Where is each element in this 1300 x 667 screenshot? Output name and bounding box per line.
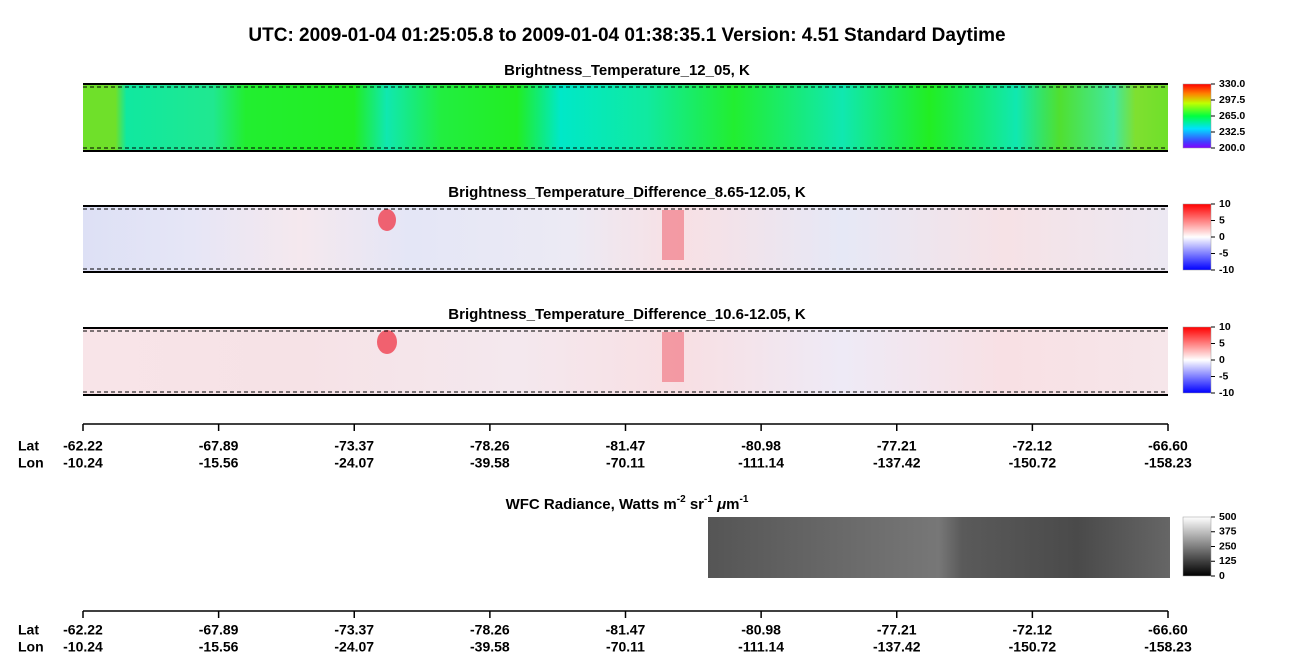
colorbar [1182,83,1212,149]
colorbar-tick-label: 232.5 [1219,126,1245,138]
colorbar-tick-label: 0 [1219,231,1225,243]
colorbar-tick-label: -10 [1219,387,1234,399]
image-strip [83,206,1168,272]
lat-label: -67.89 [199,622,239,638]
lon-label: -24.07 [334,639,374,655]
colorbar-tick-label: 10 [1219,321,1231,333]
lat-label: -66.60 [1148,438,1188,454]
axis-row-label: Lon [18,639,44,655]
lat-label: -77.21 [877,622,917,638]
lon-label: -24.07 [334,455,374,471]
lon-label: -15.56 [199,639,239,655]
lat-label: -66.60 [1148,622,1188,638]
axis-row-label: Lat [18,438,39,454]
panel-title: Brightness_Temperature_Difference_8.65-1… [448,184,806,201]
colorbar [1182,203,1212,271]
lon-label: -10.24 [63,455,103,471]
title-part: μ [716,496,726,513]
lon-label: -15.56 [199,455,239,471]
page-title: UTC: 2009-01-04 01:25:05.8 to 2009-01-04… [248,25,1005,46]
lat-label: -77.21 [877,438,917,454]
lon-label: -111.14 [738,455,784,471]
superscript: -1 [739,494,748,505]
colorbar [1182,326,1212,394]
colorbar-tick-label: 375 [1219,526,1237,538]
colorbar-tick-label: -5 [1219,247,1228,259]
lat-label: -80.98 [741,622,781,638]
colorbar-tick-label: 5 [1219,214,1225,226]
lat-label: -62.22 [63,622,103,638]
colorbar-tick-label: 500 [1219,511,1237,523]
lat-label: -78.26 [470,622,510,638]
lon-label: -39.58 [470,455,510,471]
colorbar-tick-label: 250 [1219,540,1237,552]
lat-label: -62.22 [63,438,103,454]
colorbar [1182,516,1212,577]
title-part: m [726,496,739,513]
superscript: -2 [677,494,686,505]
lat-label: -72.12 [1013,438,1053,454]
image-feature [662,332,684,382]
lon-label: -137.42 [873,639,921,655]
lon-label: -111.14 [738,639,784,655]
panel-title: Brightness_Temperature_Difference_10.6-1… [448,306,806,323]
lat-label: -72.12 [1013,622,1053,638]
colorbar-tick-label: 0 [1219,570,1225,582]
lon-label: -137.42 [873,455,921,471]
lon-label: -70.11 [606,455,645,471]
lat-label: -80.98 [741,438,781,454]
lat-label: -81.47 [606,622,646,638]
superscript: -1 [704,494,713,505]
colorbar-tick-label: 200.0 [1219,142,1245,154]
title-part: WFC Radiance, Watts m [506,496,677,513]
lat-label: -67.89 [199,438,239,454]
colorbar-tick-label: -10 [1219,264,1234,276]
image-strip [708,517,1170,578]
colorbar-tick-label: 125 [1219,555,1237,567]
axis-row-label: Lon [18,455,44,471]
colorbar-tick-label: 265.0 [1219,110,1245,122]
strip-dashes [83,86,1168,393]
colorbar-tick-label: 330.0 [1219,78,1245,90]
title-part: Brightness_Temperature_12_05, K [504,62,750,79]
panel-title: Brightness_Temperature_12_05, K [504,62,750,79]
lat-label: -73.37 [334,438,374,454]
lon-label: -158.23 [1144,455,1192,471]
colorbar-tick-label: 0 [1219,354,1225,366]
lat-label: -81.47 [606,438,646,454]
lat-label: -78.26 [470,438,510,454]
image-feature [378,209,396,231]
image-strip [83,84,1168,151]
image-strip [83,328,1168,395]
colorbar-tick-label: 10 [1219,198,1231,210]
image-feature [662,210,684,260]
title-part: Brightness_Temperature_Difference_8.65-1… [448,184,806,201]
axis-row-label: Lat [18,622,39,638]
lon-label: -158.23 [1144,639,1192,655]
lon-label: -150.72 [1009,455,1057,471]
strip-borders [83,83,1168,396]
title-part: sr [686,496,705,513]
lat-label: -73.37 [334,622,374,638]
panel-title: WFC Radiance, Watts m-2 sr-1 μm-1 [506,494,749,513]
image-feature [377,330,397,354]
lon-label: -39.58 [470,639,510,655]
colorbar-tick-label: 5 [1219,337,1225,349]
lon-label: -70.11 [606,639,645,655]
title-part: Brightness_Temperature_Difference_10.6-1… [448,306,806,323]
colorbar-tick-label: 297.5 [1219,94,1245,106]
lon-label: -10.24 [63,639,103,655]
lon-label: -150.72 [1009,639,1057,655]
colorbar-tick-label: -5 [1219,370,1228,382]
